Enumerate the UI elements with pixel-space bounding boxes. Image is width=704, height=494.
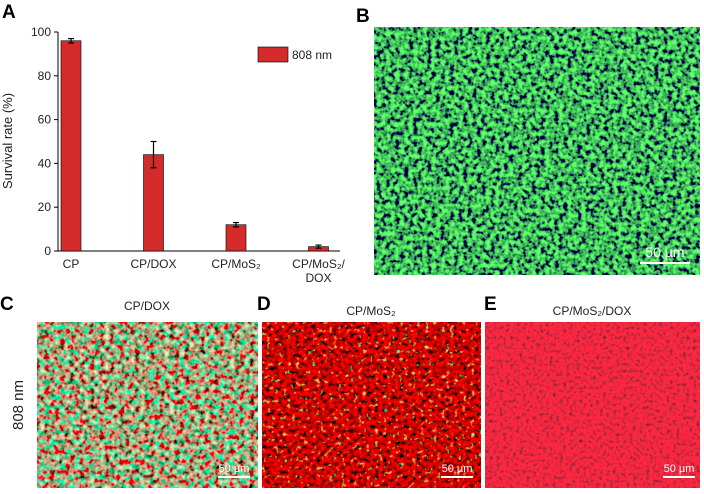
scale-label: 50 µm — [645, 244, 684, 260]
panel-title: CP/DOX — [124, 299, 170, 313]
bar — [225, 224, 247, 252]
panel-letter: E — [484, 294, 497, 315]
error-bar — [233, 221, 239, 228]
x-tick-label: CP — [63, 257, 80, 271]
panel-letter: A — [2, 2, 16, 23]
scale-label: 50 µm — [664, 463, 695, 475]
scale-label: 50 µm — [219, 463, 250, 475]
y-tick-label: 60 — [38, 113, 52, 127]
image-e — [485, 322, 700, 488]
scale-bar: 50 µm — [640, 244, 690, 264]
row-label: 808 nm — [10, 380, 27, 430]
error-bar — [315, 244, 322, 249]
panel-title: CP/MoS₂ — [346, 304, 396, 318]
panel-letter: C — [0, 294, 14, 315]
y-axis-label: Survival rate (%) — [0, 93, 15, 189]
panel-letter: B — [356, 6, 370, 27]
panel-letter: D — [257, 294, 271, 315]
y-tick-label: 20 — [38, 200, 52, 214]
image-c — [37, 322, 258, 488]
scale-label: 50 µm — [442, 463, 473, 475]
bar — [60, 40, 82, 252]
y-tick-label: 0 — [44, 244, 51, 258]
scale-bar: 50 µm — [441, 463, 473, 478]
y-tick-label: 40 — [38, 156, 52, 170]
x-tick-label: CP/MoS₂ — [211, 257, 261, 271]
y-tick-label: 80 — [38, 69, 52, 83]
image-b-texture — [374, 27, 700, 275]
legend-swatch — [257, 46, 289, 63]
x-tick-label: CP/DOX — [130, 257, 176, 271]
error-bar — [68, 37, 74, 44]
scale-bar: 50 µm — [663, 463, 695, 478]
panel-title: CP/MoS₂/DOX — [553, 304, 632, 318]
scale-bar: 50 µm — [218, 463, 250, 478]
image-d — [262, 322, 481, 488]
x-tick-label: CP/MoS₂/DOX — [292, 257, 345, 285]
bar — [143, 154, 164, 252]
y-tick-label: 100 — [31, 25, 51, 39]
error-bar — [150, 140, 157, 169]
legend-label: 808 nm — [292, 48, 332, 62]
